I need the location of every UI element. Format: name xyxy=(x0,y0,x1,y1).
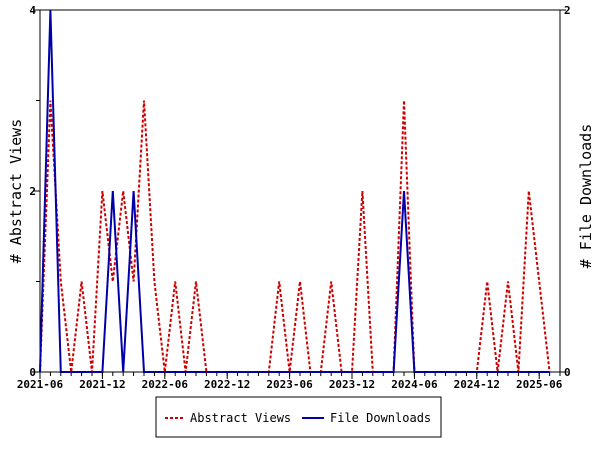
x-tick-label: 2023-06 xyxy=(266,378,313,391)
x-tick-label: 2024-06 xyxy=(391,378,438,391)
x-tick-label: 2023-12 xyxy=(329,378,375,391)
x-tick-label: 2025-06 xyxy=(516,378,563,391)
y-axis-right-title: # File Downloads xyxy=(577,124,595,269)
legend-label-abstract-views: Abstract Views xyxy=(190,411,291,425)
x-tick-label: 2022-12 xyxy=(204,378,250,391)
legend: Abstract Views File Downloads xyxy=(155,396,442,438)
plot-border xyxy=(39,9,561,373)
x-tick-label: 2022-06 xyxy=(142,378,189,391)
axes: 2021-06 2021-12 2022-06 2022-12 2023-06 2023-… xyxy=(17,4,571,391)
x-tick-label: 2021-06 xyxy=(17,378,64,391)
y-left-tick-label: 4 xyxy=(29,4,36,17)
y-axis-left-title: # Abstract Views xyxy=(7,119,25,264)
plot-area xyxy=(39,9,561,373)
y-right-tick-label: 0 xyxy=(564,366,571,379)
series-line-file-downloads xyxy=(39,9,550,373)
legend-label-file-downloads: File Downloads xyxy=(330,411,431,425)
y-left-tick-label: 0 xyxy=(29,366,36,379)
y-left-tick-label: 2 xyxy=(29,185,36,198)
legend-box xyxy=(155,396,442,438)
series-layer xyxy=(39,9,551,373)
x-tick-label: 2024-12 xyxy=(454,378,500,391)
x-tick-label: 2021-12 xyxy=(79,378,125,391)
y-right-tick-label: 2 xyxy=(564,4,571,17)
